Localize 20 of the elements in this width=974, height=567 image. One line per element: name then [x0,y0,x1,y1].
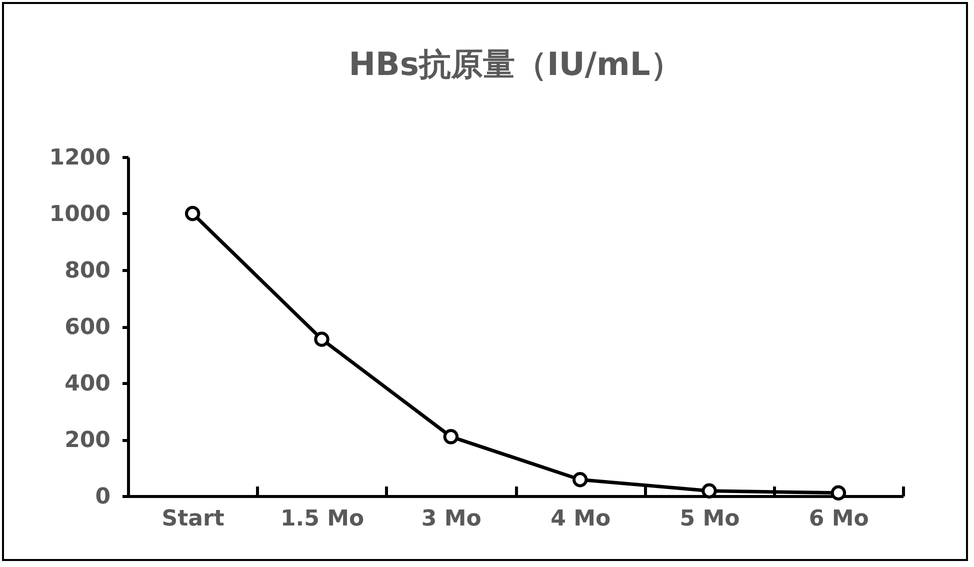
y-tick-label: 800 [64,258,110,284]
x-tick-label: 3 Mo [421,506,482,532]
x-tick-label: 5 Mo [680,506,740,532]
x-tick-label: 1.5 Mo [280,506,364,532]
y-tick-label: 1200 [49,146,110,170]
point [443,429,459,444]
point [572,472,588,488]
y-tick-label: 200 [64,428,110,453]
point [184,206,200,222]
x-tick-label: 6 Mo [808,506,869,532]
y-tick-label: 400 [64,372,110,396]
chart-title: HBs抗原量（IU/mL） [348,45,682,83]
y-tick-label: 600 [64,315,110,340]
point [830,485,846,501]
x-tick-label: Start [162,506,225,532]
point [314,332,330,347]
y-tick-label: 0 [95,484,110,510]
x-tick-label: 4 Mo [550,506,611,532]
point [702,483,717,499]
y-tick-label: 1000 [49,202,110,227]
